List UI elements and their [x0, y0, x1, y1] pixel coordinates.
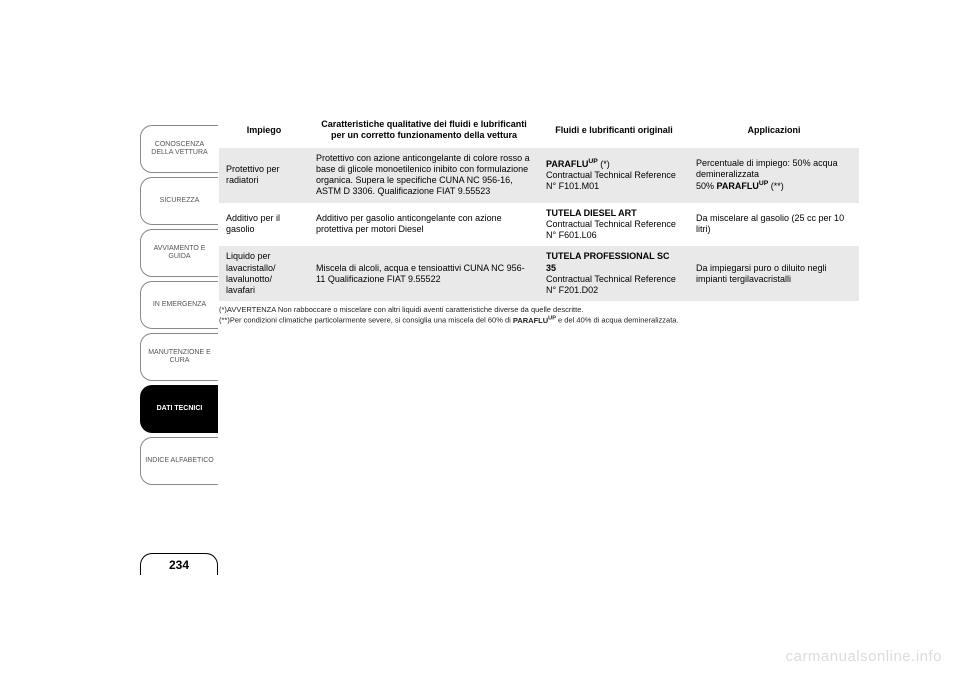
table-header-row: Impiego Caratteristiche qualitative dei …: [219, 113, 859, 148]
fluids-table: Impiego Caratteristiche qualitative dei …: [219, 113, 859, 301]
col-header-fluidi: Fluidi e lubrificanti originali: [539, 113, 689, 148]
col-header-impiego: Impiego: [219, 113, 309, 148]
tab-manutenzione[interactable]: MANUTENZIONE E CURA: [140, 333, 218, 381]
tab-dati-tecnici[interactable]: DATI TECNICI: [140, 385, 218, 433]
cell-fluidi: TUTELA PROFESSIONAL SC 35Contractual Tec…: [539, 246, 689, 301]
cell-caratteristiche: Additivo per gasolio anticongelante con …: [309, 203, 539, 247]
tab-sicurezza[interactable]: SICUREZZA: [140, 177, 218, 225]
cell-fluidi: PARAFLUUP (*)Contractual Technical Refer…: [539, 148, 689, 203]
footnotes: (*)AVVERTENZA Non rabboccare o miscelare…: [219, 305, 859, 325]
table-row: Liquido per lavacristallo/ lavalunotto/ …: [219, 246, 859, 301]
tab-emergenza[interactable]: IN EMERGENZA: [140, 281, 218, 329]
cell-fluidi: TUTELA DIESEL ARTContractual Technical R…: [539, 203, 689, 247]
cell-impiego: Additivo per il gasolio: [219, 203, 309, 247]
table-row: Protettivo per radiatori Protettivo con …: [219, 148, 859, 203]
cell-impiego: Liquido per lavacristallo/ lavalunotto/ …: [219, 246, 309, 301]
col-header-applicazioni: Applicazioni: [689, 113, 859, 148]
table-row: Additivo per il gasolio Additivo per gas…: [219, 203, 859, 247]
col-header-caratteristiche: Caratteristiche qualitative dei fluidi e…: [309, 113, 539, 148]
cell-impiego: Protettivo per radiatori: [219, 148, 309, 203]
cell-caratteristiche: Miscela di alcoli, acqua e tensioattivi …: [309, 246, 539, 301]
content-area: Impiego Caratteristiche qualitative dei …: [219, 113, 859, 325]
tab-avviamento[interactable]: AVVIAMENTO E GUIDA: [140, 229, 218, 277]
cell-applicazioni: Da impiegarsi puro o diluito negli impia…: [689, 246, 859, 301]
watermark-text: carmanualsonline.info: [786, 648, 942, 665]
footnote-1: (*)AVVERTENZA Non rabboccare o miscelare…: [219, 305, 859, 315]
footnote-2: (**)Per condizioni climatiche particolar…: [219, 315, 859, 325]
tab-indice[interactable]: INDICE ALFABETICO: [140, 437, 218, 485]
cell-applicazioni: Percentuale di impiego: 50% acqua demine…: [689, 148, 859, 203]
sidebar-nav: CONOSCENZA DELLA VETTURA SICUREZZA AVVIA…: [140, 125, 218, 489]
cell-caratteristiche: Protettivo con azione anticongelante di …: [309, 148, 539, 203]
page-number: 234: [140, 553, 218, 575]
tab-conoscenza[interactable]: CONOSCENZA DELLA VETTURA: [140, 125, 218, 173]
cell-applicazioni: Da miscelare al gasolio (25 cc per 10 li…: [689, 203, 859, 247]
